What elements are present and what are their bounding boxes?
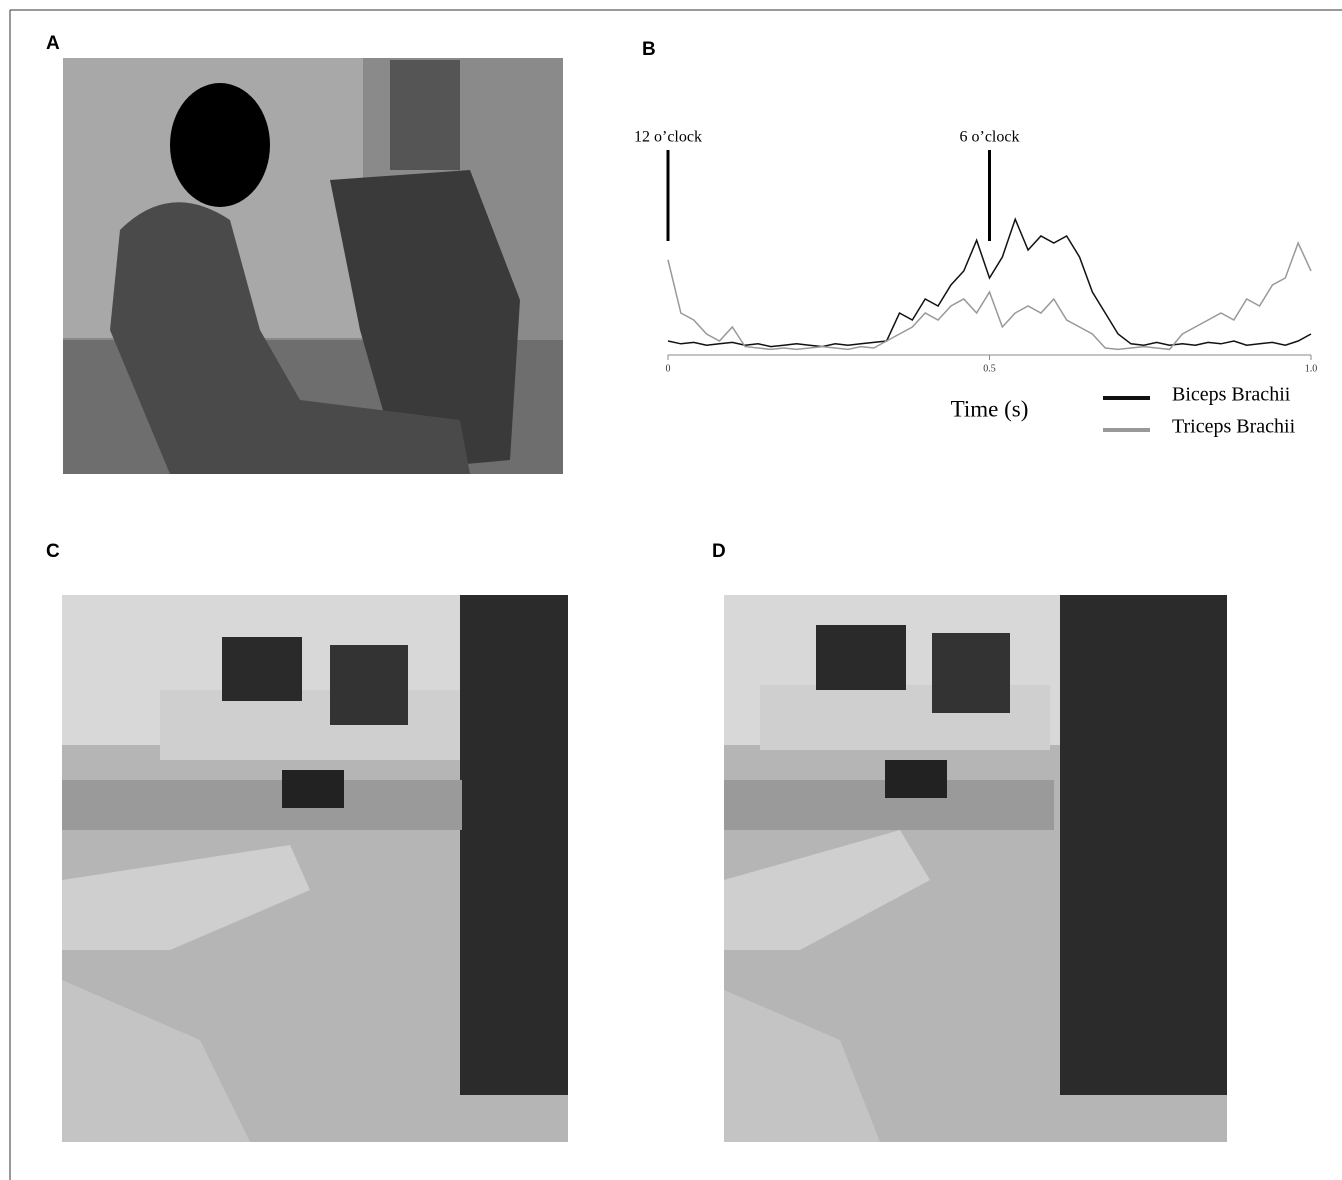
x-tick-label: 0.5 [983, 363, 996, 374]
panel-label: D [712, 541, 726, 562]
legend-label: Triceps Brachii [1172, 416, 1296, 438]
photo [724, 595, 1227, 1142]
emg-chart: 0 0.5 1.0 Time (s) 12 o’clock 6 o’clock Biceps… [634, 129, 1317, 438]
x-axis-label: Time (s) [951, 396, 1029, 421]
annotation-label: 12 o’clock [634, 129, 702, 146]
annotation-label: 6 o’clock [960, 129, 1020, 146]
panel-label: B [642, 39, 656, 60]
photo [63, 58, 563, 474]
photo [62, 595, 568, 1142]
panel-label: C [46, 541, 60, 562]
x-tick-label: 1.0 [1305, 363, 1318, 374]
panel-label: A [46, 33, 60, 54]
series-line [667, 217, 1312, 348]
x-tick-label: 0 [666, 363, 671, 374]
series-line [667, 241, 1312, 351]
legend-label: Biceps Brachii [1172, 384, 1291, 406]
